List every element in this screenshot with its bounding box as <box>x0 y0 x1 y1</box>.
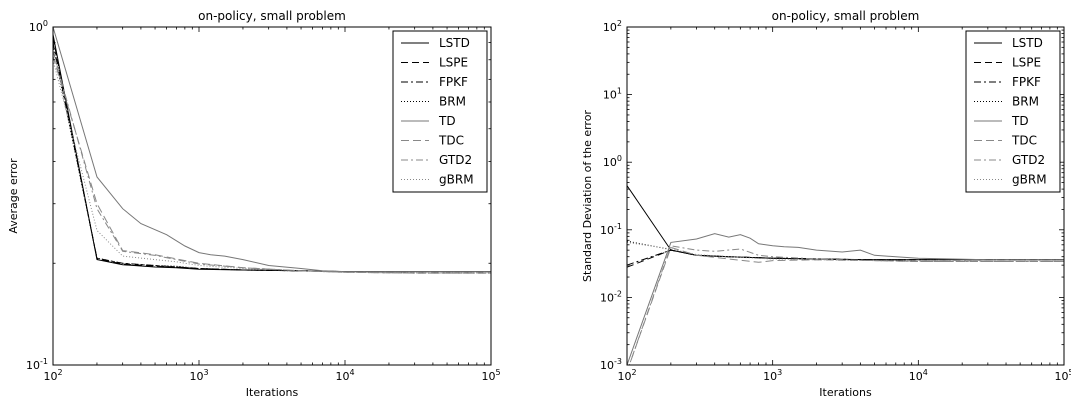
legend-label-tdc: TDC <box>1011 134 1037 148</box>
series-line-gtd2 <box>627 246 1064 372</box>
y-axis-label: Average error <box>7 158 20 234</box>
legend-label-gtd2: GTD2 <box>1012 153 1045 167</box>
legend-label-gbrm: gBRM <box>1012 173 1047 187</box>
legend-label-lspe: LSPE <box>1012 56 1041 70</box>
series-line-fpkf <box>627 250 1064 265</box>
legend-label-brm: BRM <box>1012 95 1039 109</box>
legend-label-lspe: LSPE <box>439 56 468 70</box>
x-tick-label: 104 <box>335 368 354 383</box>
legend-label-fpkf: FPKF <box>1012 75 1041 89</box>
series-line-brm <box>627 241 1064 260</box>
legend-label-td: TD <box>438 114 456 128</box>
y-tick-label: 102 <box>603 19 622 34</box>
x-tick-label: 103 <box>763 368 782 383</box>
legend-label-lstd: LSTD <box>439 36 470 50</box>
x-tick-label: 102 <box>43 368 62 383</box>
legend-label-td: TD <box>1011 114 1029 128</box>
y-tick-label: 100 <box>603 154 622 169</box>
legend-label-fpkf: FPKF <box>439 75 468 89</box>
y-tick-label: 10-1 <box>600 222 622 237</box>
legend: LSTD LSPE FPKF BRM TD TDC GTD2 gBRM <box>393 31 487 192</box>
y-axis-label: Standard Deviation of the error <box>581 110 594 282</box>
series-lines <box>627 186 1064 372</box>
series-line-tdc <box>627 247 1064 371</box>
x-tick-label: 105 <box>481 368 500 383</box>
legend-label-brm: BRM <box>439 95 466 109</box>
chart-title: on-policy, small problem <box>198 9 346 23</box>
x-tick-label: 102 <box>617 368 636 383</box>
y-tick-label: 100 <box>29 19 48 34</box>
x-axis-label: Iterations <box>819 386 872 398</box>
y-tick-label: 101 <box>603 87 622 102</box>
series-line-lspe <box>627 250 1064 267</box>
x-tick-label: 103 <box>189 368 208 383</box>
chart-panel-2: 10210310410510-310-210-1100101102on-poli… <box>581 9 1071 398</box>
x-tick-label: 104 <box>909 368 928 383</box>
chart-title: on-policy, small problem <box>772 9 920 23</box>
x-tick-label: 105 <box>1054 368 1071 383</box>
legend-label-tdc: TDC <box>438 134 464 148</box>
y-tick-label: 10-2 <box>600 289 622 304</box>
series-line-lstd <box>627 186 1064 260</box>
x-axis-label: Iterations <box>246 386 299 398</box>
legend-label-gbrm: gBRM <box>439 173 474 187</box>
legend-label-lstd: LSTD <box>1012 36 1043 50</box>
legend: LSTD LSPE FPKF BRM TD TDC GTD2 gBRM <box>966 31 1060 192</box>
legend-label-gtd2: GTD2 <box>439 153 472 167</box>
